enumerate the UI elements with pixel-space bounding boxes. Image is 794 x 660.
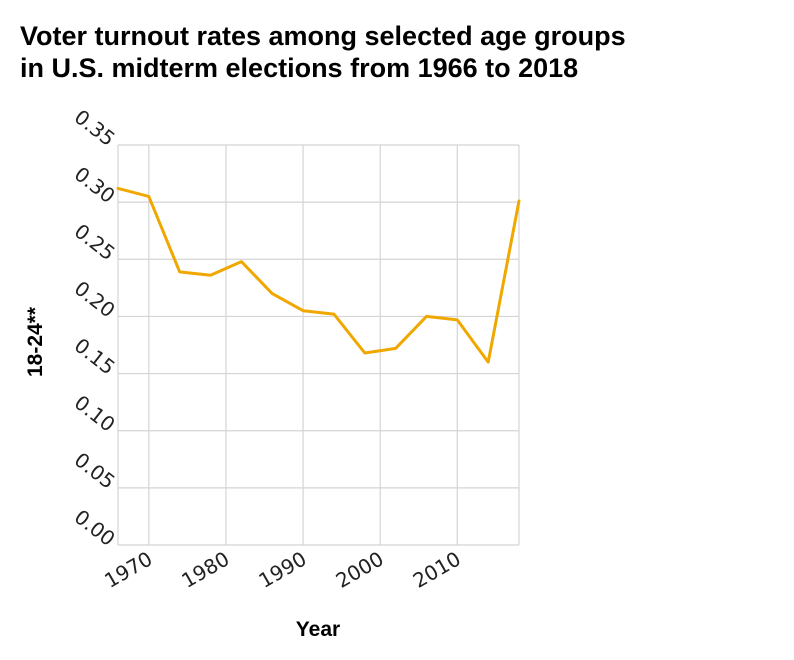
y-tick-label: 0.10 — [70, 390, 120, 436]
y-tick-label: 0.00 — [70, 505, 120, 551]
y-axis-ticks: 0.00 0.05 0.10 0.15 0.20 0.25 0.30 0.35 — [70, 105, 120, 551]
series-lines — [116, 186, 521, 364]
x-tick-label: 2000 — [332, 547, 388, 593]
series-line — [116, 186, 521, 364]
x-axis-label: Year — [296, 618, 340, 641]
y-axis-label: 18-24** — [24, 306, 47, 377]
x-tick-label: 1990 — [254, 547, 310, 593]
x-tick-label: 1970 — [100, 547, 156, 593]
y-tick-label: 0.15 — [70, 333, 120, 379]
grid-lines — [117, 144, 520, 546]
x-tick-label: 1980 — [177, 547, 233, 593]
y-tick-label: 0.25 — [70, 219, 120, 265]
y-tick-label: 0.20 — [70, 276, 120, 322]
x-axis-ticks: 1970 1980 1990 2000 2010 — [100, 547, 465, 593]
chart-title-line-2: in U.S. midterm elections from 1966 to 2… — [20, 53, 579, 83]
chart-title-line-1: Voter turnout rates among selected age g… — [20, 21, 626, 51]
x-tick-label: 2010 — [409, 547, 465, 593]
y-tick-label: 0.05 — [70, 447, 120, 493]
y-tick-label: 0.35 — [70, 105, 120, 151]
chart-title: Voter turnout rates among selected age g… — [20, 20, 790, 84]
y-tick-label: 0.30 — [70, 162, 120, 208]
